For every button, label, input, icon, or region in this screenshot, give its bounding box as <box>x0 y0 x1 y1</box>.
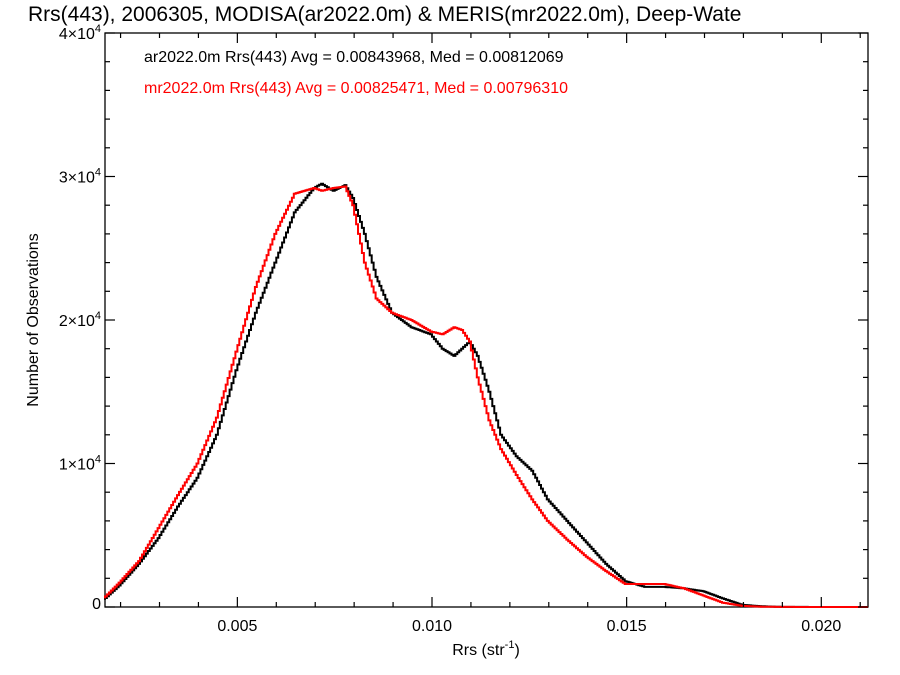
x-tick-label: 0.005 <box>217 618 257 635</box>
series-line-1 <box>104 182 868 608</box>
tick-layer: 0.005 0.010 0.015 0.020 0 1×104 2×104 3×104 4×10… <box>59 23 868 635</box>
chart-title: Rrs(443), 2006305, MODISA(ar2022.0m) & M… <box>28 3 741 26</box>
series-line-2 <box>104 185 868 608</box>
annotation-modisa-stats: ar2022.0m Rrs(443) Avg = 0.00843968, Med… <box>144 49 564 66</box>
y-tick-label: 0 <box>92 596 101 613</box>
plot-frame <box>104 32 869 608</box>
x-tick-label: 0.015 <box>607 618 647 635</box>
annotation-meris-stats: mr2022.0m Rrs(443) Avg = 0.00825471, Med… <box>144 80 568 97</box>
x-axis-label-main: Rrs (str <box>452 642 505 659</box>
y-tick-label: 2×104 <box>59 310 101 330</box>
x-axis-label: Rrs (str-1) <box>452 639 520 659</box>
x-tick-label: 0.020 <box>801 618 841 635</box>
series-layer <box>104 182 868 608</box>
y-tick-label: 3×104 <box>59 167 101 187</box>
y-axis-label: Number of Observations <box>25 233 42 406</box>
y-tick-label: 1×104 <box>59 454 101 474</box>
x-tick-label: 0.010 <box>412 618 452 635</box>
x-axis-label-superscript: -1 <box>505 639 515 651</box>
x-axis-label-suffix: ) <box>514 642 519 659</box>
y-tick-label: 4×104 <box>59 23 101 43</box>
